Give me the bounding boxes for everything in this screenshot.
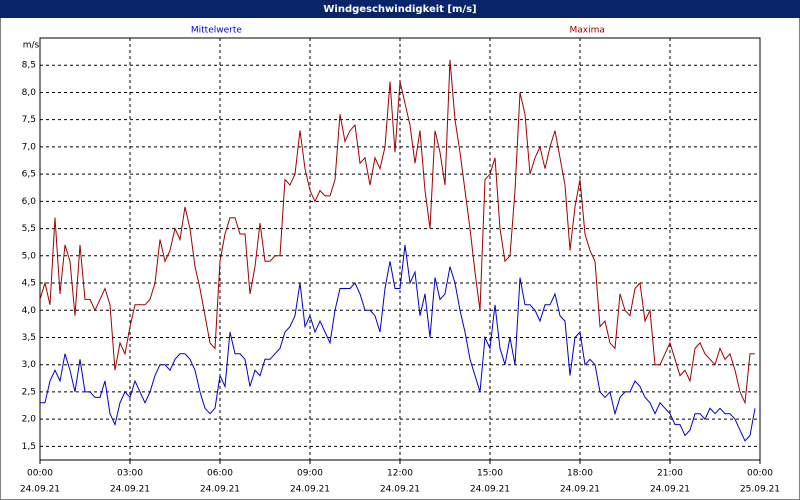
- x-tick-label: 12:00: [387, 469, 413, 479]
- x-tick-label: 09:00: [297, 469, 323, 479]
- y-tick-label: 1,5: [22, 442, 36, 452]
- y-tick-label: 3,5: [22, 333, 36, 343]
- x-tick-label: 00:00: [747, 469, 773, 479]
- data-line: [39, 59, 755, 405]
- legend-entry: Maxima: [570, 26, 605, 36]
- y-tick-label: 6,5: [22, 170, 36, 180]
- x-tick-date: 24.09.21: [200, 485, 240, 495]
- x-tick-label: 21:00: [657, 469, 683, 479]
- y-tick-label: 8,0: [22, 88, 37, 98]
- x-tick-date: 24.09.21: [650, 485, 690, 495]
- x-tick-date: 24.09.21: [560, 485, 600, 495]
- x-tick-date: 24.09.21: [380, 485, 420, 495]
- x-tick-date: 24.09.21: [20, 485, 60, 495]
- y-tick-label: 7,0: [22, 142, 37, 152]
- plot-border: [39, 37, 761, 461]
- y-tick-label: 8,5: [22, 61, 36, 71]
- data-line: [40, 244, 756, 442]
- y-tick-label: 3,0: [22, 360, 37, 370]
- x-tick-date: 24.09.21: [470, 485, 510, 495]
- x-tick-label: 00:00: [27, 469, 53, 479]
- y-tick-label: 4,0: [22, 306, 37, 316]
- y-tick-label: 5,0: [22, 251, 37, 261]
- x-tick-label: 15:00: [477, 469, 503, 479]
- x-tick-label: 03:00: [117, 469, 143, 479]
- title-bar: [0, 0, 800, 18]
- y-tick-label: 6,0: [22, 197, 37, 207]
- y-tick-label: 4,5: [22, 279, 36, 289]
- y-tick-label: 5,5: [22, 224, 36, 234]
- y-axis-label: m/s: [23, 41, 40, 51]
- x-tick-label: 06:00: [207, 469, 233, 479]
- x-tick-date: 24.09.21: [110, 485, 150, 495]
- legend-entry: Mittelwerte: [191, 26, 242, 36]
- y-tick-label: 2,5: [22, 387, 36, 397]
- x-tick-date: 24.09.21: [290, 485, 330, 495]
- chart-title: Windgeschwindigkeit [m/s]: [323, 4, 476, 15]
- y-tick-label: 7,5: [22, 115, 36, 125]
- x-tick-label: 18:00: [567, 469, 593, 479]
- y-tick-label: 2,0: [22, 415, 37, 425]
- x-tick-date: 25.09.21: [740, 485, 780, 495]
